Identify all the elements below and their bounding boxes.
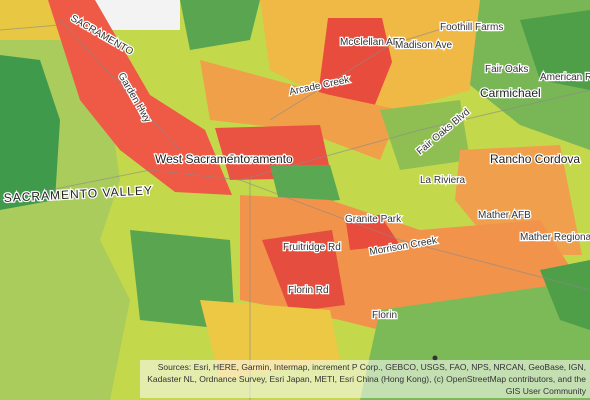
region	[270, 165, 340, 205]
region	[48, 0, 232, 195]
place-label: Florin	[372, 310, 397, 321]
region	[540, 260, 590, 330]
road	[239, 179, 590, 291]
place-label: West Sacramento	[155, 152, 250, 166]
place-label: Granite Park	[345, 214, 402, 225]
place-label: Mather AFB	[478, 210, 531, 221]
region	[200, 60, 400, 160]
roads	[0, 19, 590, 400]
region	[0, 55, 60, 210]
place-label: La Riviera	[420, 175, 465, 186]
region	[345, 215, 400, 250]
region	[380, 100, 470, 170]
place-label: Foothill Farms	[440, 22, 503, 33]
region	[318, 18, 392, 112]
road-label: Fruitridge Rd	[283, 242, 341, 253]
road-label: Madison Ave	[395, 40, 453, 51]
attribution: Sources: Esri, HERE, Garmin, Intermap, i…	[140, 360, 590, 398]
road-label: Florin Rd	[288, 285, 329, 296]
place-label: Rancho Cordova	[490, 152, 580, 166]
place-label: Sacramento	[228, 152, 293, 166]
road	[59, 19, 181, 151]
road	[0, 24, 61, 31]
road	[269, 19, 471, 121]
region	[180, 0, 260, 50]
place-label: Fair Oaks	[485, 64, 528, 75]
place-label: American River Parkway	[540, 72, 590, 83]
place-label: McClellan AFB	[340, 37, 406, 48]
place-label: Mather Regional Park	[520, 232, 590, 243]
marker	[432, 355, 438, 361]
place-label: Carmichael	[480, 86, 541, 100]
region	[262, 230, 345, 312]
region	[520, 10, 590, 90]
